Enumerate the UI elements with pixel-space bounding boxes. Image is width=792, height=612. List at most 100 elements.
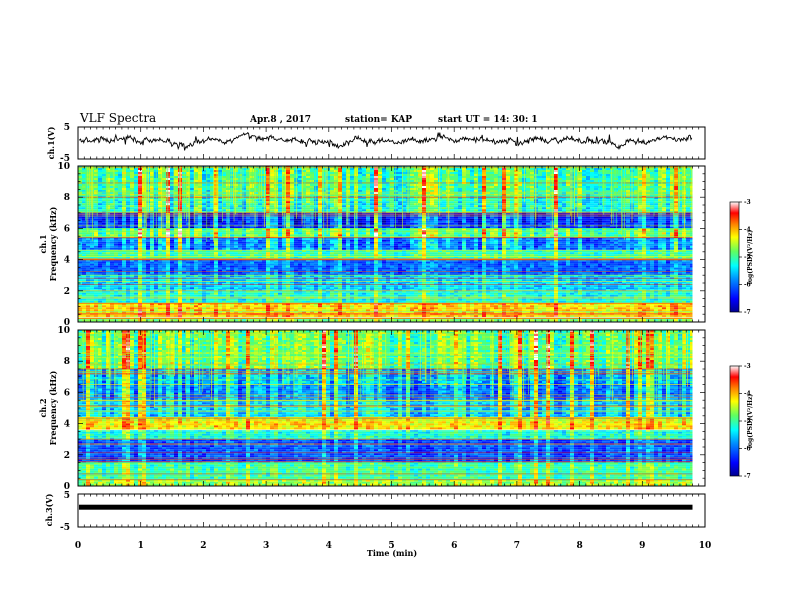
spectrogram-cell [490, 311, 494, 314]
spectrogram-cell [610, 315, 614, 318]
spectrogram-cell [282, 292, 286, 295]
spectrogram-cell [266, 290, 270, 293]
spectrogram-cell [410, 290, 414, 293]
spectrogram-cell [242, 279, 246, 282]
spectrogram-cell [266, 309, 270, 312]
spectrogram-cell [214, 315, 218, 318]
spectrogram-cell [630, 261, 634, 264]
spectrogram-cell [538, 279, 542, 282]
spectrogram-cell [318, 287, 322, 290]
spectrogram-cell [482, 311, 486, 314]
spectrogram-cell [362, 303, 366, 306]
spectrogram-cell [394, 313, 398, 316]
spectrogram-cell [618, 303, 622, 306]
spectrogram-cell [594, 279, 598, 282]
spectrogram-cell [578, 311, 582, 314]
spectrogram-cell [374, 296, 378, 299]
spectrogram-cell [382, 296, 386, 299]
spectrogram-cell [670, 267, 674, 270]
spectrogram-cell [590, 265, 594, 268]
spectrogram-cell [390, 307, 394, 310]
spectrogram-cell [570, 265, 574, 268]
spectrogram-cell [582, 292, 586, 295]
spectrogram-cell [342, 261, 346, 264]
spectrogram-cell [274, 294, 278, 297]
spectrogram-cell [370, 267, 374, 270]
spectrogram-cell [226, 307, 230, 310]
spectrogram-cell [178, 265, 182, 268]
spectrogram-cell [430, 267, 434, 270]
spectrogram-cell [282, 298, 286, 301]
spectrogram-cell [122, 315, 126, 318]
spectrogram-cell [194, 303, 198, 306]
spectrogram-cell [466, 279, 470, 282]
spectrogram-cell [602, 279, 606, 282]
spectrogram-cell [406, 315, 410, 318]
spectrogram-cell [374, 315, 378, 318]
spectrogram-cell [230, 298, 234, 301]
spectrogram-cell [258, 275, 262, 278]
spectrogram-cell [574, 290, 578, 293]
spectrogram-cell [186, 285, 190, 288]
spectrogram-cell [642, 275, 646, 278]
spectrogram-cell [154, 294, 158, 297]
spectrogram-cell [286, 294, 290, 297]
spectrogram-cell [670, 311, 674, 314]
spectrogram-cell [318, 267, 322, 270]
spectrogram-cell [614, 263, 618, 266]
spectrogram-cell [366, 285, 370, 288]
spectrogram-cell [478, 298, 482, 301]
spectrogram-cell [518, 275, 522, 278]
spectrogram-cell [342, 296, 346, 299]
spectrogram-cell [674, 290, 678, 293]
spectrogram-cell [262, 309, 266, 312]
spectrogram-cell [526, 300, 530, 303]
spectrogram-cell [474, 296, 478, 299]
spectrogram-cell [562, 285, 566, 288]
spectrogram-cell [654, 303, 658, 306]
spectrogram-cell [334, 263, 338, 266]
spectrogram-cell [638, 287, 642, 290]
spectrogram-cell [386, 300, 390, 303]
spectrogram-cell [518, 303, 522, 306]
spectrogram-cell [386, 265, 390, 268]
spectrogram-cell [186, 305, 190, 308]
spectrogram-cell [150, 313, 154, 316]
start-time-label: start UT = 14: 30: 1 [438, 115, 538, 125]
spectrogram-cell [378, 305, 382, 308]
spectrogram-cell [346, 313, 350, 316]
spectrogram-cell [258, 300, 262, 303]
spectrogram-cell [482, 309, 486, 312]
spectrogram-cell [602, 287, 606, 290]
spectrogram-cell [486, 267, 490, 270]
spectrogram-cell [94, 294, 98, 297]
spectrogram-cell [510, 261, 514, 264]
spectrogram-cell [502, 267, 506, 270]
spectrogram-cell [290, 294, 294, 297]
spectrogram-cell [530, 292, 534, 295]
spectrogram-cell [138, 307, 142, 310]
spectrogram-cell [238, 267, 242, 270]
spectrogram-cell [446, 275, 450, 278]
spectrogram-cell [254, 285, 258, 288]
spectrogram-cell [294, 285, 298, 288]
spectrogram-cell [130, 267, 134, 270]
spectrogram-cell [250, 303, 254, 306]
spectrogram-cell [690, 279, 693, 282]
spectrogram-cell [678, 261, 682, 264]
spectrogram-cell [486, 285, 490, 288]
spectrogram-cell [462, 300, 466, 303]
spectrogram-cell [394, 307, 398, 310]
spectrogram-cell [82, 298, 86, 301]
spectrogram-cell [666, 311, 670, 314]
spectrogram-cell [474, 292, 478, 295]
spectrogram-cell [294, 303, 298, 306]
spectrogram-cell [422, 309, 426, 312]
spectrogram-cell [466, 265, 470, 268]
spectrogram-cell [558, 265, 562, 268]
spectrogram-cell [574, 275, 578, 278]
spectrogram-cell [258, 313, 262, 316]
spectrogram-cell [638, 307, 642, 310]
spectrogram-cell [478, 309, 482, 312]
spectrogram-cell [430, 305, 434, 308]
